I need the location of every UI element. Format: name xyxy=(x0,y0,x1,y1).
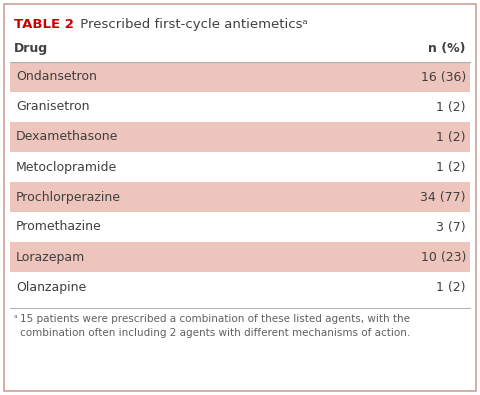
Text: Metoclopramide: Metoclopramide xyxy=(16,160,117,173)
Text: 16 (36): 16 (36) xyxy=(421,70,466,83)
Text: 1 (2): 1 (2) xyxy=(436,160,466,173)
Text: 10 (23): 10 (23) xyxy=(420,250,466,263)
Text: 1 (2): 1 (2) xyxy=(436,100,466,113)
Text: Olanzapine: Olanzapine xyxy=(16,280,86,293)
Text: 34 (77): 34 (77) xyxy=(420,190,466,203)
Text: Drug: Drug xyxy=(14,42,48,55)
Text: ᵃ: ᵃ xyxy=(14,314,18,323)
Text: 1 (2): 1 (2) xyxy=(436,280,466,293)
Bar xyxy=(10,182,470,212)
Text: Promethazine: Promethazine xyxy=(16,220,102,233)
Text: 15 patients were prescribed a combination of these listed agents, with the
combi: 15 patients were prescribed a combinatio… xyxy=(20,314,410,338)
Text: Dexamethasone: Dexamethasone xyxy=(16,130,119,143)
Text: Ondansetron: Ondansetron xyxy=(16,70,97,83)
Text: TABLE 2: TABLE 2 xyxy=(14,18,74,31)
Text: Granisetron: Granisetron xyxy=(16,100,89,113)
Bar xyxy=(10,122,470,152)
Text: 3 (7): 3 (7) xyxy=(436,220,466,233)
Text: Prochlorperazine: Prochlorperazine xyxy=(16,190,121,203)
Text: 1 (2): 1 (2) xyxy=(436,130,466,143)
Text: n (%): n (%) xyxy=(429,42,466,55)
Text: Prescribed first-cycle antiemeticsᵃ: Prescribed first-cycle antiemeticsᵃ xyxy=(76,18,308,31)
Text: Lorazepam: Lorazepam xyxy=(16,250,85,263)
Bar xyxy=(10,242,470,272)
Bar xyxy=(10,62,470,92)
